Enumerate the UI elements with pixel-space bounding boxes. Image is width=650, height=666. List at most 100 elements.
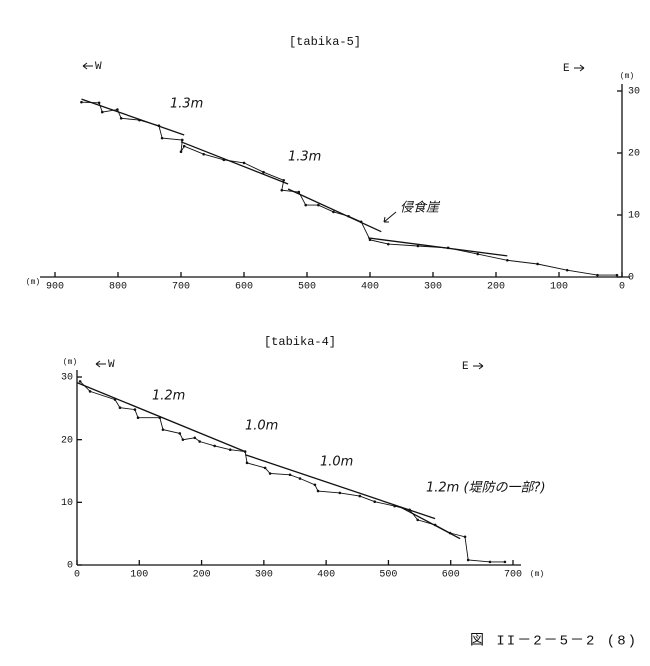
profile-point: [386, 242, 390, 246]
profile-point: [280, 188, 284, 192]
y-tick-label: 30: [61, 373, 73, 384]
profile-point: [97, 101, 101, 105]
profile-point: [180, 138, 184, 142]
profile-point: [118, 406, 122, 410]
x-tick-label: 500: [379, 570, 397, 581]
east-label: E: [462, 361, 469, 373]
profile-line: [79, 381, 505, 563]
y-unit: (m): [620, 72, 634, 81]
figure-caption: 図 II－2－5－2 (8): [470, 634, 638, 650]
profile-point: [416, 518, 420, 522]
east-arrow: [473, 362, 484, 370]
fit-line: [400, 506, 461, 540]
profile-point: [304, 203, 308, 207]
y-tick-label: 0: [67, 561, 73, 572]
profile-point: [338, 491, 342, 495]
profile-point: [298, 477, 302, 480]
x-tick-label: 400: [317, 570, 335, 581]
profile-point: [297, 190, 301, 194]
y-tick-label: 0: [628, 273, 634, 284]
profile-point: [373, 500, 377, 504]
profile-point: [213, 444, 216, 448]
x-tick-label: 500: [298, 282, 316, 293]
profile-point: [133, 408, 137, 411]
annotation: 1.3m: [170, 97, 203, 112]
x-unit: (m): [530, 570, 544, 579]
y-tick-label: 20: [628, 149, 640, 160]
profile-line: [81, 101, 617, 276]
profile-point: [358, 494, 362, 498]
x-tick-label: 700: [172, 282, 190, 293]
annotation: 1.0m: [245, 419, 278, 434]
chart-title: [tabika-5]: [289, 35, 361, 49]
profile-point: [179, 150, 183, 154]
profile-point: [313, 483, 317, 487]
profile-point: [245, 461, 249, 465]
east-arrow: [574, 64, 585, 72]
profile-point: [181, 438, 185, 441]
x-tick-label: 700: [504, 570, 522, 581]
profile-point: [368, 238, 372, 242]
x-tick-label: 900: [46, 282, 64, 293]
chart-title: [tabika-4]: [264, 335, 336, 349]
profile-point: [198, 440, 202, 443]
annotation: 1.0m: [320, 455, 353, 470]
y-unit: (m): [63, 358, 77, 367]
x-tick-label: 200: [487, 282, 505, 293]
profile-point: [565, 268, 569, 272]
annotation: 侵食崖: [400, 200, 441, 216]
fit-line: [368, 237, 508, 257]
annotation: 1.2m: [152, 389, 185, 404]
west-label: W: [108, 359, 115, 371]
profile-point: [136, 416, 140, 420]
profile-point: [116, 108, 119, 111]
x-tick-label: 600: [235, 282, 253, 293]
y-tick-label: 30: [628, 87, 640, 98]
profile-point: [228, 448, 232, 451]
x-tick-label: 0: [619, 282, 625, 293]
profile-point: [262, 170, 265, 174]
x-tick-label: 0: [74, 570, 80, 581]
profile-point: [316, 489, 320, 493]
x-unit: (m): [26, 278, 40, 287]
profile-point: [282, 178, 285, 182]
profile-point: [463, 535, 467, 539]
annotation-arrow: [383, 211, 397, 223]
profile-point: [160, 136, 164, 140]
profile-point: [536, 262, 539, 266]
fit-line: [76, 381, 246, 453]
x-tick-label: 100: [550, 282, 568, 293]
y-tick-label: 10: [61, 498, 73, 509]
east-label: E: [563, 63, 570, 75]
profile-point: [178, 432, 182, 435]
profile-point: [268, 472, 272, 475]
x-tick-label: 400: [361, 282, 379, 293]
profile-point: [615, 273, 619, 277]
y-tick-label: 10: [628, 211, 640, 222]
profile-point: [182, 144, 186, 148]
profile-point: [193, 436, 197, 440]
fit-line: [180, 141, 289, 185]
x-tick-label: 800: [109, 282, 127, 293]
profile-point: [80, 100, 83, 104]
y-tick-label: 20: [61, 435, 73, 446]
profile-point: [596, 273, 599, 277]
profile-point: [488, 560, 492, 564]
profile-point: [100, 110, 104, 114]
profile-point: [88, 390, 92, 393]
x-tick-label: 300: [255, 570, 273, 581]
profile-point: [242, 161, 246, 165]
profile-point: [119, 116, 123, 120]
profile-point: [161, 428, 165, 431]
x-tick-label: 600: [442, 570, 460, 581]
profile-point: [506, 258, 509, 262]
profile-point: [202, 152, 205, 156]
west-label: W: [95, 61, 102, 73]
profile-point: [332, 210, 335, 214]
profile-point: [78, 380, 82, 383]
profile-point: [476, 252, 480, 256]
profile-point: [466, 558, 470, 562]
profile-point: [317, 203, 320, 207]
profile-point: [263, 466, 267, 470]
